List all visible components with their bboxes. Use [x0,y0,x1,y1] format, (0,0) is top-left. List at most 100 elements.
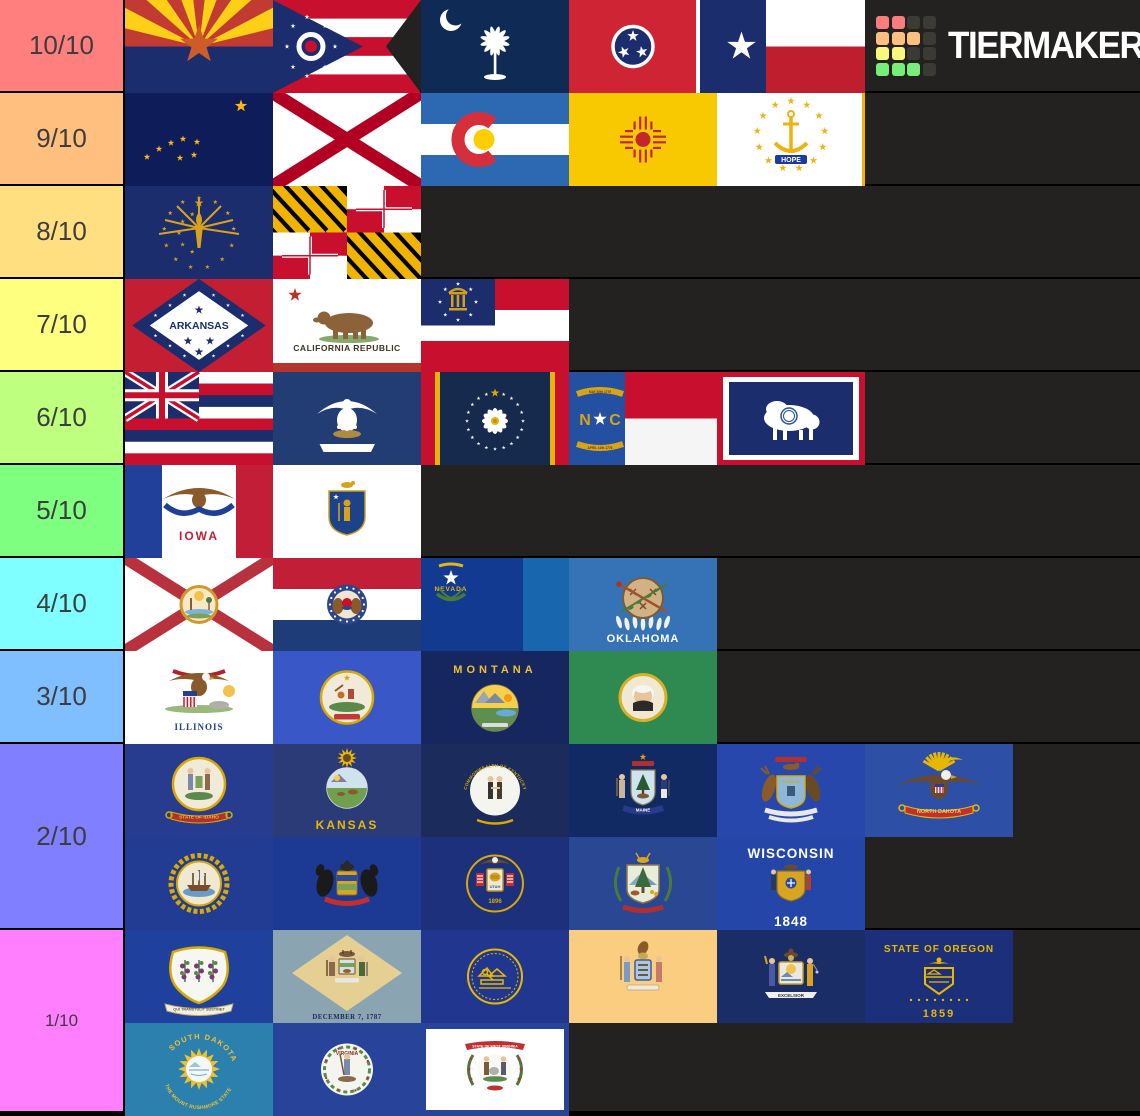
flag-california[interactable]: CALIFORNIA REPUBLIC [273,279,421,372]
svg-text:MAINE: MAINE [636,808,651,813]
svg-text:WISCONSIN: WISCONSIN [747,846,834,861]
flag-washington[interactable] [569,651,717,744]
svg-text:APRIL 12th 1776: APRIL 12th 1776 [588,446,613,450]
flag-virginia[interactable]: VIRGINIA [273,1023,421,1116]
flag-arizona[interactable] [125,0,273,93]
flag-florida[interactable] [125,558,273,651]
tier-label-3-10: 3/10 [0,651,125,742]
flag-montana[interactable]: MONTANA [421,651,569,744]
tier-label-text: 8/10 [36,216,87,247]
tier-label-text: 9/10 [36,123,87,154]
tier-label-text: 5/10 [36,495,87,526]
svg-text:QUI TRANSTULIT SUSTINET: QUI TRANSTULIT SUSTINET [173,1008,225,1012]
tier-flags-area: QUI TRANSTULIT SUSTINET DECEMBER 7, 1787 E… [125,930,1140,1111]
flag-nebraska[interactable] [421,930,569,1023]
flag-delaware[interactable]: DECEMBER 7, 1787 [273,930,421,1023]
flag-rhode-island[interactable]: HOPE [717,93,865,186]
svg-text:KANSAS: KANSAS [316,818,379,832]
tier-row-7-10: 7/10 ARKANSAS CALIFORNIA REPUBLIC [0,279,1140,372]
tier-label-text: 3/10 [36,681,87,712]
flag-vermont[interactable] [569,837,717,930]
flag-north-dakota[interactable]: NORTH DAKOTA [865,744,1013,837]
flag-georgia[interactable] [421,279,569,372]
flag-south-carolina[interactable] [421,0,569,93]
tiermaker-logo-text: TIERMAKER [948,25,1140,68]
tier-flags-area [125,186,1140,277]
flag-alaska[interactable] [125,93,273,186]
flag-maryland[interactable] [273,186,421,279]
flag-hawaii[interactable] [125,372,273,465]
tier-row-9-10: 9/10 HOPE [0,93,1140,186]
flag-indiana[interactable] [125,186,273,279]
svg-text:DECEMBER 7, 1787: DECEMBER 7, 1787 [312,1014,381,1021]
svg-text:TUEBOR: TUEBOR [783,779,800,784]
flag-wyoming[interactable] [717,372,865,465]
tier-label-7-10: 7/10 [0,279,125,370]
tier-label-1-10: 1/10 [0,930,125,1111]
flag-mississippi[interactable] [421,372,569,465]
tier-row-5-10: 5/10 IOWA [0,465,1140,558]
svg-text:1859: 1859 [923,1008,955,1020]
flag-minnesota[interactable] [273,651,421,744]
flag-colorado[interactable] [421,93,569,186]
flag-connecticut[interactable]: QUI TRANSTULIT SUSTINET [125,930,273,1023]
flag-new-mexico[interactable] [569,93,717,186]
svg-text:IOWA: IOWA [179,529,219,543]
flag-maine[interactable]: MAINE [569,744,717,837]
tier-label-text: 6/10 [36,402,87,433]
tier-label-text: 10/10 [29,30,94,61]
flag-tennessee[interactable] [569,0,717,93]
tier-row-1-10: 1/10 QUI TRANSTULIT SUSTINET DECEMBER 7, 1… [0,930,1140,1113]
flag-texas[interactable] [717,0,865,93]
flag-massachusetts[interactable] [273,465,421,558]
svg-text:NORTH DAKOTA: NORTH DAKOTA [917,809,961,815]
tier-flags-area: STATE OF IDAHO KANSAS COMMONWEALTH OF KENT… [125,744,1140,928]
flag-missouri[interactable] [273,558,421,651]
flag-wisconsin[interactable]: WISCONSIN 1848 [717,837,865,930]
tier-label-text: 2/10 [36,821,87,852]
tier-row-8-10: 8/10 [0,186,1140,279]
flag-oklahoma[interactable]: OKLAHOMA [569,558,717,651]
tier-label-9-10: 9/10 [0,93,125,184]
tier-row-3-10: 3/10 ILLINOIS MONTANA [0,651,1140,744]
svg-text:UTAH: UTAH [490,884,501,889]
tier-label-text: 7/10 [36,309,87,340]
flag-new-jersey[interactable] [569,930,717,1023]
flag-west-virginia[interactable]: STATE OF WEST VIRGINIA [421,1023,569,1116]
flag-arkansas[interactable]: ARKANSAS [125,279,273,372]
flag-idaho[interactable]: STATE OF IDAHO [125,744,273,837]
flag-alabama[interactable] [273,93,421,186]
svg-text:ARKANSAS: ARKANSAS [169,320,229,332]
flag-utah[interactable]: UTAH 1896 [421,837,569,930]
flag-new-york[interactable]: EXCELSIOR [717,930,865,1023]
flag-louisiana[interactable] [273,372,421,465]
flag-new-hampshire[interactable] [125,837,273,930]
svg-text:1848: 1848 [774,914,808,929]
tiermaker-logo[interactable]: TIERMAKER [876,10,1140,82]
flag-kansas[interactable]: KANSAS [273,744,421,837]
flag-michigan[interactable]: TUEBOR [717,744,865,837]
svg-text:1896: 1896 [488,899,502,905]
flag-ohio[interactable] [273,0,421,93]
flag-nevada[interactable]: NEVADA [421,558,569,651]
flag-kentucky[interactable]: COMMONWEALTH OF KENTUCKY [421,744,569,837]
flag-illinois[interactable]: ILLINOIS [125,651,273,744]
flag-pennsylvania[interactable] [273,837,421,930]
svg-text:EXCELSIOR: EXCELSIOR [778,993,805,998]
svg-text:ILLINOIS: ILLINOIS [174,722,223,732]
tier-label-text: 4/10 [36,588,87,619]
flag-iowa[interactable]: IOWA [125,465,273,558]
tier-label-5-10: 5/10 [0,465,125,556]
tier-label-2-10: 2/10 [0,744,125,928]
tier-label-4-10: 4/10 [0,558,125,649]
tier-flags-area: HOPE [125,93,1140,184]
tier-row-2-10: 2/10 STATE OF IDAHO KANSAS COMMONWEALTH OF … [0,744,1140,930]
